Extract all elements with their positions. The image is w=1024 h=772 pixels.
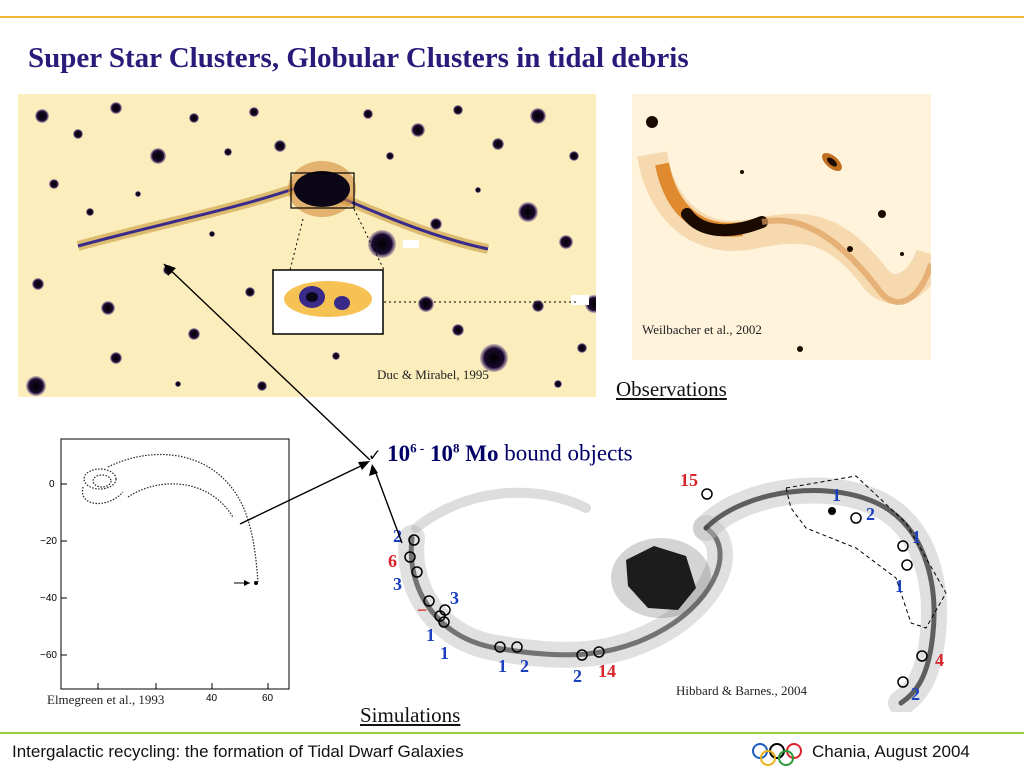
y-tick-2: −40	[40, 593, 57, 604]
y-tick-1: −20	[40, 536, 57, 547]
check-icon: ✓	[368, 447, 382, 465]
caption-elmegreen: Elmegreen et al., 1993	[47, 692, 165, 708]
y-tick-0: 0	[49, 479, 55, 490]
mass-low-exp: 6 -	[410, 440, 425, 455]
mass-high-exp: 8	[453, 440, 460, 455]
tidal-tail-image	[18, 94, 596, 397]
top-rule	[0, 16, 1024, 18]
mass-high: 10	[430, 440, 453, 466]
footer-left: Intergalactic recycling: the formation o…	[12, 742, 464, 761]
page-title: Super Star Clusters, Globular Clusters i…	[28, 42, 689, 74]
caption-hibbard: Hibbard & Barnes., 2004	[676, 683, 808, 698]
simulation-image	[386, 468, 952, 712]
caption-weilbacher: Weilbacher et al., 2002	[642, 322, 762, 337]
footer-right: Chania, August 2004	[812, 742, 970, 761]
mass-rest: bound objects	[498, 440, 633, 466]
footer-rule	[0, 732, 1024, 734]
weilbacher-image	[632, 94, 931, 360]
mass-statement: ✓ 106 - 108 Mo bound objects	[368, 440, 633, 467]
y-tick-3: −60	[40, 650, 57, 661]
caption-duc: Duc & Mirabel, 1995	[377, 367, 489, 382]
mass-low: 10	[387, 440, 411, 466]
elmegreen-plot: 0 −20 −40 −60 0 20 40 60	[38, 437, 291, 711]
observations-label: Observations	[616, 377, 727, 401]
olympic-rings-icon	[750, 741, 806, 772]
x-tick-2: 40	[206, 693, 218, 704]
x-tick-3: 60	[262, 693, 274, 704]
mass-unit: Mo	[465, 440, 499, 466]
simulations-label: Simulations	[360, 703, 461, 727]
